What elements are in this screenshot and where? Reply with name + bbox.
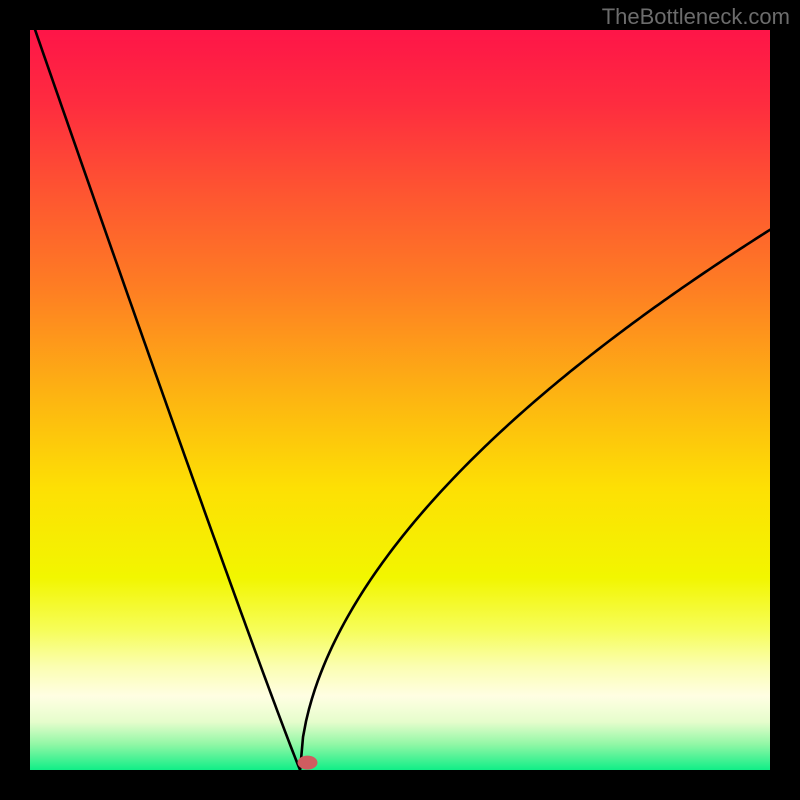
- chart-container: TheBottleneck.com: [0, 0, 800, 800]
- bottleneck-chart: [0, 0, 800, 800]
- watermark-text: TheBottleneck.com: [602, 4, 790, 30]
- optimum-marker: [298, 756, 318, 770]
- plot-background: [30, 30, 770, 770]
